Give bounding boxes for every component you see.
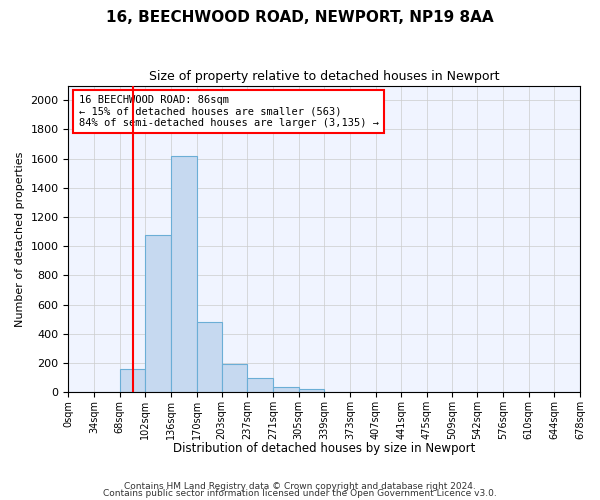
Title: Size of property relative to detached houses in Newport: Size of property relative to detached ho… [149, 70, 499, 83]
X-axis label: Distribution of detached houses by size in Newport: Distribution of detached houses by size … [173, 442, 475, 455]
Bar [197, 322, 221, 392]
Bar [221, 364, 247, 392]
Text: 16, BEECHWOOD ROAD, NEWPORT, NP19 8AA: 16, BEECHWOOD ROAD, NEWPORT, NP19 8AA [106, 10, 494, 25]
Bar [273, 387, 299, 392]
Text: Contains public sector information licensed under the Open Government Licence v3: Contains public sector information licen… [103, 490, 497, 498]
Bar [171, 156, 197, 392]
Y-axis label: Number of detached properties: Number of detached properties [15, 151, 25, 326]
Text: Contains HM Land Registry data © Crown copyright and database right 2024.: Contains HM Land Registry data © Crown c… [124, 482, 476, 491]
Bar [247, 378, 273, 392]
Bar [120, 369, 145, 392]
Bar [299, 390, 324, 392]
Text: 16 BEECHWOOD ROAD: 86sqm
← 15% of detached houses are smaller (563)
84% of semi-: 16 BEECHWOOD ROAD: 86sqm ← 15% of detach… [79, 95, 379, 128]
Bar [145, 234, 171, 392]
